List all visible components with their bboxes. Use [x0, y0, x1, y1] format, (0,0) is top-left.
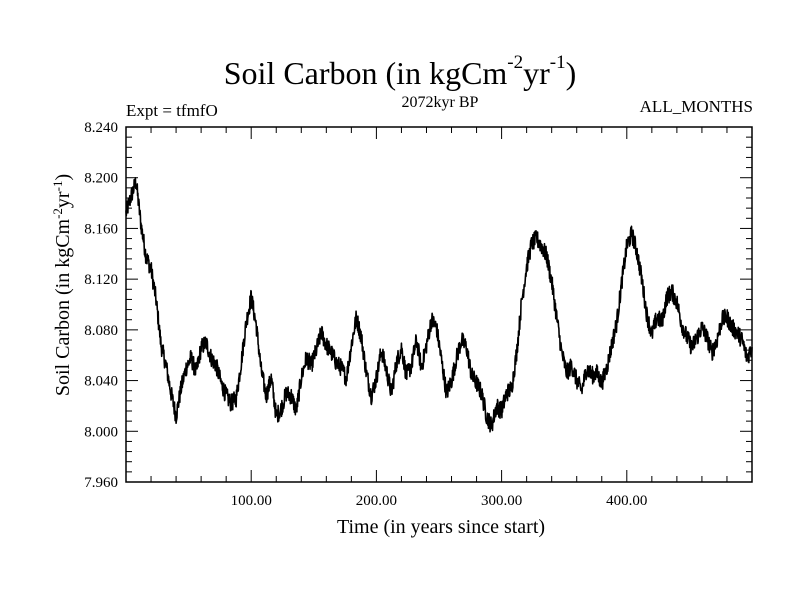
x-axis-title: Time (in years since start) [337, 516, 545, 538]
chart-title-text: Soil Carbon (in kgCm [223, 55, 508, 91]
y-tick-label: 8.120 [84, 272, 118, 288]
x-tick-label: 300.00 [481, 493, 522, 509]
chart-title-unit: yr [523, 55, 550, 91]
y-axis-title-exponent-1: -2 [50, 208, 65, 219]
chart-title: Soil Carbon (in kgCm-2yr-1) [0, 52, 800, 92]
y-tick-label: 8.160 [84, 221, 118, 237]
x-tick-label: 100.00 [231, 493, 272, 509]
y-tick-label: 8.200 [84, 171, 118, 187]
y-axis-title-exponent-2: -1 [50, 181, 65, 192]
y-axis-title: Soil Carbon (in kgCm-2yr-1) [50, 174, 74, 396]
chart-title-exponent-1: -2 [507, 52, 524, 74]
y-axis-title-unit: yr [52, 191, 74, 208]
series-line [125, 176, 753, 433]
y-axis-title-text: Soil Carbon (in kgCm [52, 218, 74, 396]
y-tick-label: 8.000 [84, 424, 118, 440]
y-tick-label: 8.080 [84, 323, 118, 339]
experiment-label: Expt = tfmfO [126, 101, 218, 120]
epoch-label: 2072kyr BP [401, 94, 479, 111]
y-axis-title-close: ) [52, 174, 74, 181]
y-tick-label: 8.240 [84, 120, 118, 136]
y-tick-label: 8.040 [84, 374, 118, 390]
months-label: ALL_MONTHS [639, 97, 753, 116]
x-tick-label: 200.00 [356, 493, 397, 509]
plot-layer [125, 176, 753, 433]
x-tick-label: 400.00 [606, 493, 647, 509]
chart-title-exponent-2: -1 [549, 52, 566, 74]
tick-layer: 7.960 8.000 8.040 8.080 8.120 8.160 8.200 8.240… [84, 120, 753, 509]
y-tick-label: 7.960 [84, 475, 118, 491]
chart-title-close: ) [565, 55, 577, 91]
plot-frame [125, 126, 753, 483]
